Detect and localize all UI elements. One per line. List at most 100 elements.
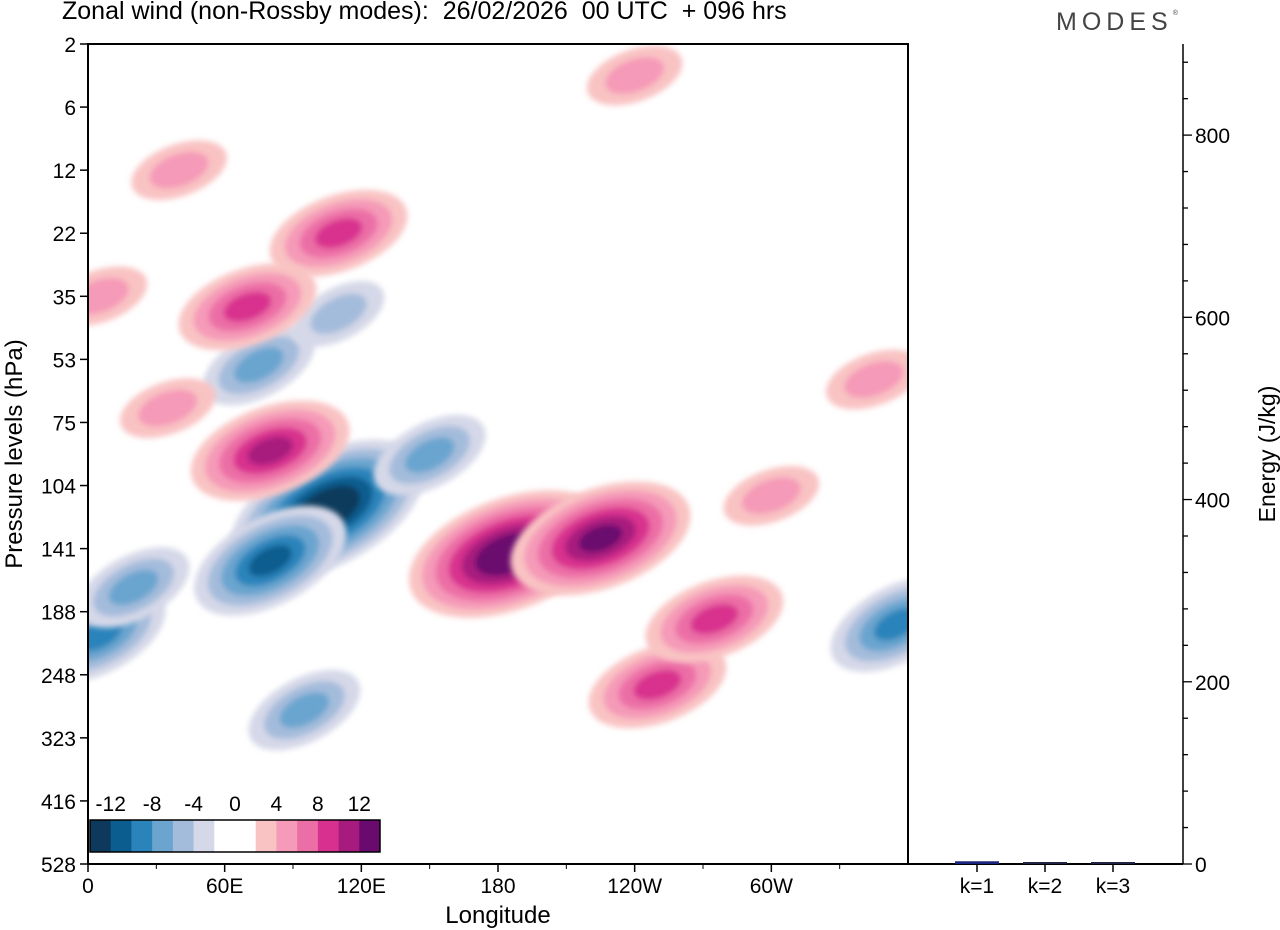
wind-feature (586, 45, 683, 106)
colorbar-swatch (317, 820, 339, 852)
x-tick-label: 60E (206, 875, 243, 898)
contour-level (149, 151, 209, 189)
colorbar-swatch (214, 820, 236, 852)
y-tick-label: 75 (53, 412, 76, 435)
contour-level (741, 477, 801, 515)
chart-title: Zonal wind (non-Rossby modes): 26/02/202… (62, 0, 787, 25)
y-tick-label: 248 (41, 665, 76, 688)
colorbar-swatch (152, 820, 174, 852)
contour-level (605, 57, 665, 94)
colorbar-label: 0 (229, 793, 241, 816)
bar-category-label: k=3 (1096, 875, 1130, 898)
colorbar: -12 -8 -4 0 4 8 12 (89, 793, 381, 853)
wind-feature (248, 669, 361, 751)
wind-feature (190, 400, 350, 501)
energy-bar-k=2 (1023, 862, 1067, 864)
colorbar-label: -8 (143, 793, 162, 816)
y-tick-label: 22 (53, 223, 76, 246)
y-tick-label: 188 (41, 602, 76, 625)
wind-feature (830, 576, 908, 672)
modes-logo: MODES® (1056, 8, 1178, 37)
contour-level (404, 437, 455, 473)
wind-feature (510, 481, 691, 596)
wind-feature (119, 378, 216, 438)
energy-axis-label: Energy (J/kg) (1254, 386, 1280, 523)
wind-feature (826, 349, 908, 410)
colorbar-border (89, 819, 381, 853)
y-tick-label: 528 (41, 854, 76, 877)
y-tick-label: 53 (53, 349, 76, 372)
colorbar-label: 8 (312, 793, 324, 816)
colorbar-swatch (276, 820, 298, 852)
colorbar-swatch (110, 820, 132, 852)
bar-category-label: k=2 (1028, 875, 1062, 898)
energy-tick-label: 0 (1195, 854, 1207, 877)
y-tick-label: 2 (64, 34, 76, 57)
x-tick-label: 120W (607, 875, 662, 898)
x-tick-label: 180 (480, 875, 515, 898)
wind-feature (373, 414, 486, 496)
contour-level (223, 291, 272, 322)
x-tick-label: 60W (750, 875, 793, 898)
contour-level (247, 436, 293, 466)
wind-feature (723, 465, 820, 526)
y-tick-label: 6 (64, 97, 76, 120)
colorbar-swatch (193, 820, 215, 852)
colorbar-label: -12 (96, 793, 126, 816)
wind-feature (88, 266, 148, 327)
wind-feature (178, 263, 317, 351)
energy-tick-label: 400 (1195, 490, 1230, 513)
logo-text: MODES (1056, 8, 1173, 36)
colorbar-swatch (172, 820, 194, 852)
contour-level (310, 293, 367, 335)
contour-level (690, 603, 739, 635)
contour-level (279, 692, 330, 728)
colorbar-swatch (131, 820, 153, 852)
energy-bars: k=1 k=2 k=3 (955, 861, 1135, 898)
contour-level (138, 389, 198, 427)
contour-level (233, 347, 284, 383)
y-tick-label: 104 (41, 476, 76, 499)
energy-bar-k=3 (1091, 862, 1135, 864)
x-axis-label: Longitude (445, 902, 550, 929)
wind-feature (292, 280, 385, 347)
colorbar-swatch (255, 820, 277, 852)
colorbar-swatch (235, 820, 257, 852)
y-tick-label: 141 (41, 539, 76, 562)
x-tick-label: 120E (337, 875, 386, 898)
contour-level (108, 569, 159, 606)
registered-mark: ® (1172, 10, 1178, 17)
contour-level (873, 607, 908, 641)
y-axis-label: Pressure levels (hPa) (1, 339, 28, 568)
energy-tick-label: 200 (1195, 672, 1230, 695)
colorbar-swatch (359, 820, 381, 852)
y-tick-label: 12 (53, 160, 76, 183)
y-tick-label: 416 (41, 791, 76, 814)
x-tick-label: 0 (82, 875, 94, 898)
contour-level (633, 669, 682, 700)
contour-level (314, 218, 363, 249)
energy-tick-label: 600 (1195, 307, 1230, 330)
energy-bar-k=1 (955, 861, 999, 864)
bar-category-label: k=1 (960, 875, 994, 898)
energy-tick-label: 800 (1195, 125, 1230, 148)
wind-feature (269, 189, 408, 277)
contour-level (248, 544, 292, 577)
colorbar-swatch (297, 820, 319, 852)
contour-field (88, 45, 908, 751)
wind-feature (88, 547, 190, 628)
colorbar-swatch (90, 820, 112, 852)
wind-feature (131, 140, 227, 200)
colorbar-swatch (338, 820, 360, 852)
wind-feature (645, 575, 784, 663)
contour-level (578, 524, 623, 553)
y-tick-label: 35 (53, 286, 76, 309)
y-tick-label: 323 (41, 728, 76, 751)
wind-feature (588, 641, 727, 729)
colorbar-label: 4 (271, 793, 283, 816)
contour-level (88, 277, 129, 315)
colorbar-label: 12 (348, 793, 371, 816)
contour-level (844, 361, 904, 398)
